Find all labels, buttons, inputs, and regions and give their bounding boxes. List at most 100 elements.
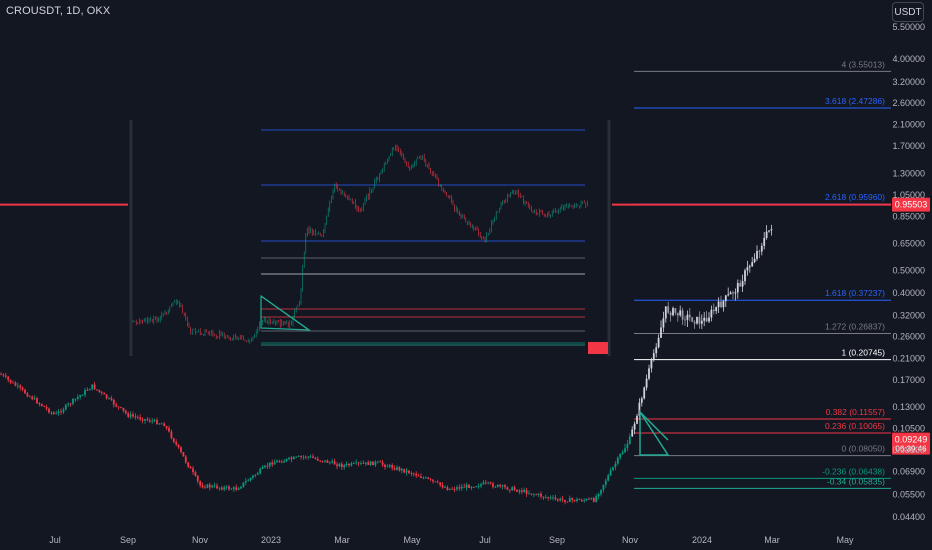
candle-body: [554, 497, 557, 500]
candle-body: [379, 461, 382, 463]
candle-body: [386, 466, 389, 468]
candle-body: [187, 462, 190, 467]
candle-body: [151, 420, 154, 422]
candle-body: [9, 379, 12, 383]
candle-body: [108, 398, 110, 399]
candle-body: [398, 467, 401, 471]
candle-body: [57, 411, 60, 414]
candle-body: [336, 464, 338, 467]
candle-body: [206, 484, 209, 488]
candle-body: [172, 438, 175, 443]
candle-body: [360, 463, 362, 464]
candle-body: [655, 347, 658, 354]
price-tick-label: 0.08500: [892, 445, 925, 455]
candle-body: [110, 398, 113, 400]
candle-body: [74, 398, 77, 400]
candle-body: [355, 462, 358, 464]
candle-body: [638, 402, 641, 416]
candle-body: [429, 478, 432, 480]
candle-body: [446, 487, 449, 490]
candle-body: [681, 310, 684, 320]
triangle-trendline: [260, 295, 310, 331]
fib-level-label: 1.618 (0.37237): [825, 288, 885, 298]
candle-body: [362, 463, 365, 464]
candle-body: [19, 385, 22, 388]
candle-body: [290, 457, 293, 460]
candle-body: [312, 456, 314, 458]
candle-body: [564, 499, 566, 502]
candle-body: [127, 413, 130, 417]
candle-body: [235, 487, 238, 490]
candle-body: [249, 477, 252, 481]
currency-button[interactable]: USDT: [892, 2, 924, 22]
candle-body: [420, 476, 422, 478]
candle-body: [424, 477, 427, 479]
candle-body: [376, 461, 379, 463]
candle-body: [676, 312, 679, 316]
candle-body: [672, 308, 674, 316]
symbol-title: CROUSDT, 1D, OKX: [6, 5, 111, 17]
candle-body: [184, 456, 187, 463]
candle-body: [501, 485, 504, 487]
price-tick-label: 1.70000: [892, 141, 925, 151]
candle-body: [408, 470, 410, 474]
candle-body: [69, 403, 72, 405]
candle-body: [460, 486, 463, 489]
candle-body: [523, 489, 526, 492]
candle-body: [508, 489, 511, 491]
candle-body: [271, 462, 274, 465]
candle-body: [652, 353, 655, 360]
candle-body: [556, 499, 559, 501]
candle-body: [117, 406, 120, 408]
candle-body: [300, 456, 302, 457]
price-tick-label: 3.20000: [892, 77, 925, 87]
candle-body: [734, 292, 737, 294]
price-tick-label: 0.65000: [892, 239, 925, 249]
candle-body: [756, 251, 758, 259]
candle-body: [160, 423, 163, 425]
candle-body: [165, 426, 168, 428]
candle-body: [372, 461, 374, 466]
key-level-price: 0.95503: [895, 200, 928, 210]
candle-body: [566, 501, 569, 503]
candle-body: [218, 487, 221, 489]
candle-body: [412, 473, 415, 475]
candle-body: [616, 457, 619, 464]
time-tick-label: 2024: [692, 535, 712, 545]
candle-body: [717, 301, 720, 308]
candle-body: [132, 414, 134, 417]
candle-body: [333, 461, 336, 465]
candle-body: [266, 465, 269, 467]
candle-body: [43, 405, 46, 407]
candle-body: [242, 482, 245, 487]
candle-body: [340, 463, 343, 468]
candle-body: [499, 484, 502, 487]
candle-body: [511, 487, 514, 491]
candle-body: [285, 458, 288, 462]
time-tick-label: Jul: [479, 535, 491, 545]
fib-level-label: 1 (0.20745): [842, 348, 886, 358]
candle-body: [568, 498, 571, 502]
price-tick-label: 5.50000: [892, 22, 925, 32]
candle-body: [367, 462, 370, 466]
candle-body: [612, 467, 614, 471]
candle-body: [259, 468, 262, 474]
time-tick-label: Nov: [192, 535, 209, 545]
candle-body: [760, 245, 763, 252]
candle-body: [744, 270, 746, 282]
candle-body: [24, 389, 26, 394]
candle-body: [331, 461, 334, 463]
triangle-pattern-right[interactable]: [639, 409, 670, 456]
candle-body: [410, 473, 413, 474]
candle-body: [384, 464, 386, 467]
candle-body: [532, 494, 535, 496]
candle-body: [487, 482, 490, 484]
candle-body: [225, 486, 228, 488]
candle-body: [345, 463, 348, 466]
candle-body: [261, 467, 264, 469]
candle-body: [12, 382, 14, 384]
time-tick-label: May: [836, 535, 854, 545]
candle-body: [129, 414, 132, 417]
candle-body: [307, 456, 310, 458]
